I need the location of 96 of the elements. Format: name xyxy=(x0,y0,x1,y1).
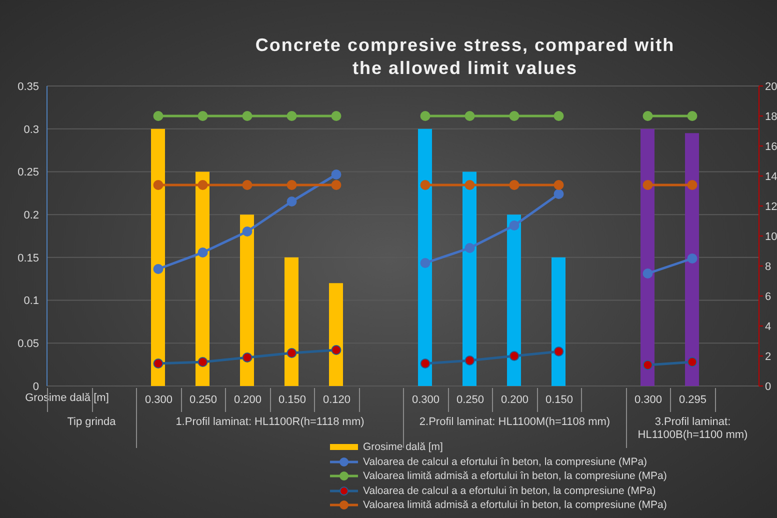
point xyxy=(242,226,252,236)
bar xyxy=(284,257,298,386)
bar xyxy=(329,283,343,386)
point xyxy=(642,268,653,278)
data-label: 0.300 xyxy=(136,388,180,412)
y-tick-label: 0.2 xyxy=(24,209,39,222)
text: 1.Profil laminat: HL1100R(h=1118 mm) xyxy=(176,416,364,428)
point xyxy=(286,196,297,206)
y2-tick-label: 0 xyxy=(765,380,772,393)
bar xyxy=(462,172,476,386)
point xyxy=(242,180,252,190)
data-label: 0.295 xyxy=(670,388,714,412)
y-tick-label: 0.3 xyxy=(24,124,39,136)
legend-label: Valoarea limită admisă a efortului în beton, la compresiune (MPa) xyxy=(362,469,667,484)
bar xyxy=(685,133,699,386)
point xyxy=(687,254,698,264)
y2-tick-label: 8 xyxy=(765,260,772,273)
data-label: 0.200 xyxy=(492,388,536,412)
y2-tick-label: 14 xyxy=(765,170,777,183)
bar xyxy=(640,128,654,386)
point xyxy=(642,111,653,121)
bar xyxy=(418,128,432,386)
y-tick-label: 0.05 xyxy=(18,338,39,350)
text: Tip grinda xyxy=(66,416,117,428)
bar xyxy=(240,214,254,386)
y-tick-label: 0.25 xyxy=(18,166,39,179)
data-label: 0.250 xyxy=(448,388,492,412)
text: 2.Profil laminat: HL1100M(h=1108 mm) xyxy=(419,416,610,428)
data-label: 0.300 xyxy=(403,388,448,412)
y2-tick-label: 10 xyxy=(765,230,777,243)
text: 3.Profil laminat: HL1100B(h=1100 mm) xyxy=(626,412,759,448)
data-label: 0.250 xyxy=(180,388,225,412)
point xyxy=(153,111,164,121)
point xyxy=(464,180,475,190)
y-tick-label: 0 xyxy=(32,380,39,393)
chart-title: Concrete compresive stress, compared with the allowed limit values xyxy=(254,34,676,80)
point xyxy=(642,360,653,370)
data-label: 0.120 xyxy=(314,388,358,412)
bar xyxy=(552,257,566,386)
data-label: 0.150 xyxy=(536,388,581,412)
data-label: 0.150 xyxy=(270,388,314,412)
point xyxy=(464,356,475,366)
legend-label: Grosime dală [m] xyxy=(362,440,444,454)
legend-label: Valoarea de calcul a a efortului în beton, la compresiune (MPa) xyxy=(362,484,657,498)
y2-tick-label: 4 xyxy=(765,320,772,333)
point xyxy=(420,358,430,368)
point xyxy=(509,111,520,121)
point xyxy=(331,111,342,121)
point xyxy=(286,180,297,190)
y2-tick-label: 16 xyxy=(765,140,777,153)
point xyxy=(153,180,164,190)
point xyxy=(420,258,430,268)
point xyxy=(554,111,564,121)
point xyxy=(331,180,342,190)
legend-label: Valoarea limită admisă a efortului în beton, la compresiune (MPa) xyxy=(362,498,667,512)
point xyxy=(242,352,252,362)
point xyxy=(464,111,475,121)
point xyxy=(153,264,164,274)
point xyxy=(286,348,297,358)
point xyxy=(198,357,208,367)
bar xyxy=(151,128,165,386)
y-tick-label: 0.15 xyxy=(18,252,39,264)
legend-label: Valoarea de calcul a efortului în beton, la compresiune (MPa) xyxy=(362,454,648,469)
point xyxy=(198,180,208,190)
point xyxy=(554,189,564,199)
y-tick-label: 0.1 xyxy=(24,295,39,308)
text: Grosime dală [m] xyxy=(25,392,109,404)
point xyxy=(153,358,164,368)
point xyxy=(687,111,698,121)
data-label: 0.200 xyxy=(225,388,270,412)
y2-tick-label: 20 xyxy=(765,80,777,93)
point xyxy=(687,357,698,367)
point xyxy=(554,346,564,356)
y2-tick-label: 18 xyxy=(765,110,777,123)
point xyxy=(509,351,520,361)
y2-tick-label: 6 xyxy=(765,290,772,303)
bar xyxy=(196,172,210,386)
point xyxy=(642,180,653,190)
point xyxy=(509,220,520,230)
point xyxy=(464,243,475,253)
point xyxy=(242,111,252,121)
y2-tick-label: 2 xyxy=(765,350,772,363)
point xyxy=(509,180,520,190)
point xyxy=(420,111,430,121)
point xyxy=(687,180,698,190)
bar xyxy=(507,214,521,386)
data-label: 0.300 xyxy=(626,388,670,412)
y2-tick-label: 12 xyxy=(765,200,777,213)
y-tick-label: 0.35 xyxy=(18,80,39,93)
point xyxy=(286,111,297,121)
point xyxy=(198,248,208,258)
point xyxy=(331,170,342,180)
point xyxy=(198,111,208,121)
point xyxy=(331,345,342,355)
point xyxy=(554,180,564,190)
point xyxy=(420,180,430,190)
